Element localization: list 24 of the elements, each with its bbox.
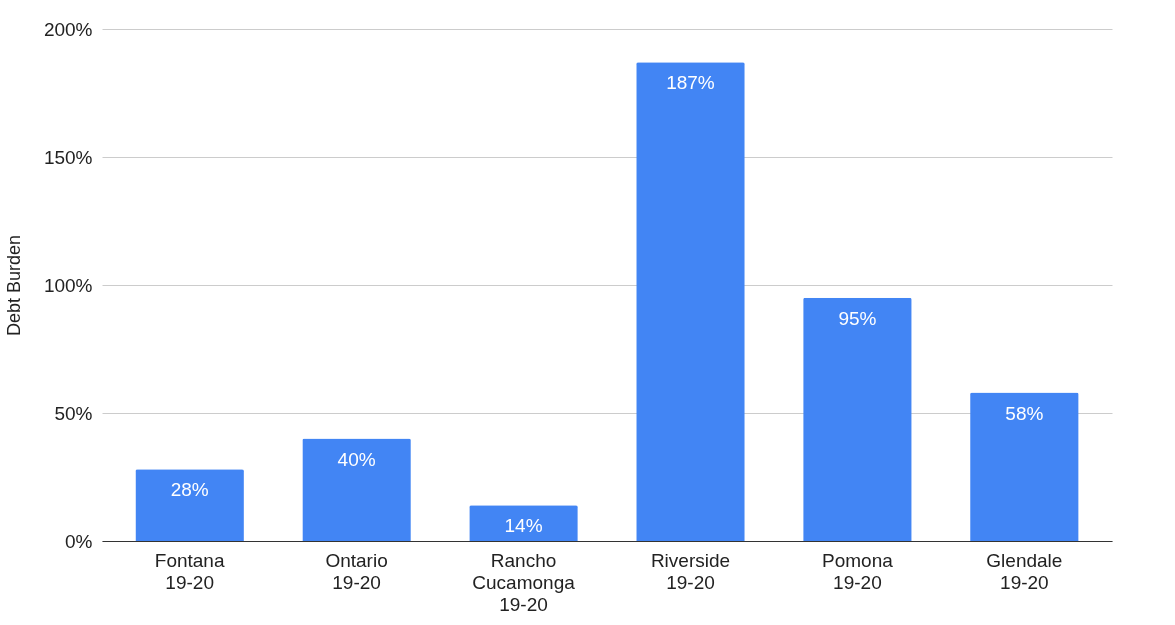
x-tick-label: Ontario 19-20	[325, 549, 388, 593]
data-label: 95%	[838, 307, 877, 329]
y-tick-label: 0%	[65, 530, 93, 552]
x-tick-label: Rancho Cucamonga 19-20	[472, 549, 576, 615]
x-tick-label: Pomona 19-20	[822, 549, 894, 593]
data-label: 14%	[504, 515, 543, 537]
data-label: 187%	[666, 72, 715, 94]
y-tick-label: 150%	[43, 146, 93, 168]
bar	[970, 392, 1079, 541]
bar	[803, 297, 912, 541]
bar	[135, 469, 244, 541]
y-tick-label: 100%	[43, 274, 93, 296]
data-label: 58%	[1005, 402, 1044, 424]
bar	[469, 505, 578, 541]
data-label: 28%	[170, 479, 209, 501]
bar	[636, 62, 745, 541]
bar	[302, 438, 411, 541]
x-tick-label: Glendale 19-20	[986, 549, 1063, 593]
y-tick-label: 50%	[54, 402, 93, 424]
x-tick-label: Fontana 19-20	[154, 549, 225, 593]
data-label: 40%	[337, 448, 376, 470]
x-tick-label: Riverside 19-20	[650, 549, 731, 593]
y-tick-label: 200%	[43, 18, 93, 40]
y-axis-title: Debt Burden	[3, 234, 24, 337]
